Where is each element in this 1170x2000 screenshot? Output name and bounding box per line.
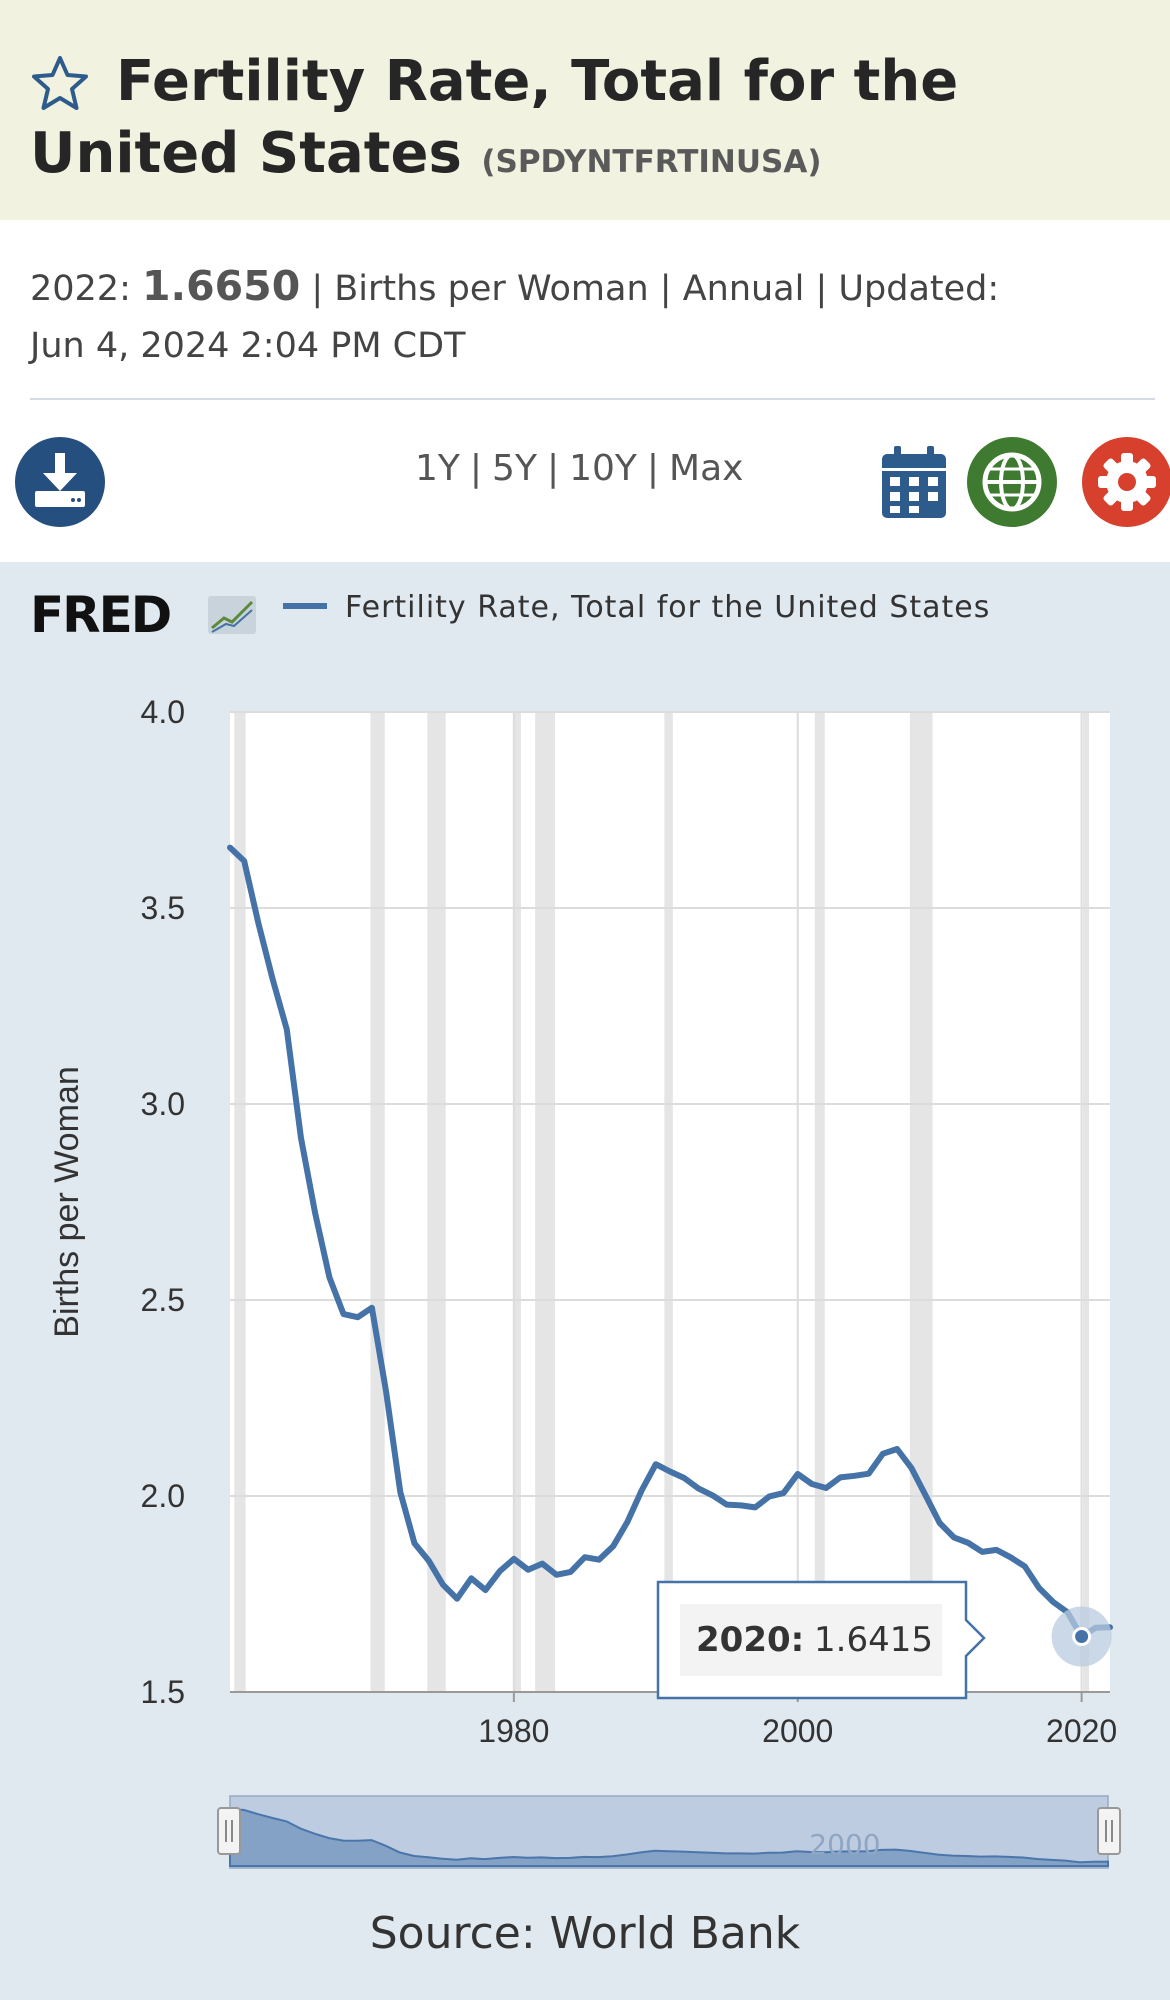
highlight-point[interactable] (1072, 1627, 1092, 1647)
navigator-left-handle[interactable] (217, 1807, 241, 1855)
star-icon[interactable] (30, 54, 90, 114)
recession-band (513, 712, 521, 1692)
recession-band (909, 712, 933, 1692)
range-selector: 1Y | 5Y | 10Y | Max (415, 448, 744, 489)
x-axis: 1980 2000 2020 (230, 1691, 1117, 1749)
divider (30, 398, 1155, 400)
series-meta: 2022: 1.6650 | Births per Woman | Annual… (30, 262, 1000, 366)
x-tick-label: 2000 (762, 1713, 833, 1749)
navigator-series (229, 1808, 1109, 1867)
legend-label: Fertility Rate, Total for the United Sta… (345, 590, 991, 625)
settings-button[interactable] (1082, 437, 1170, 527)
y-tick-label: 2.0 (141, 1478, 185, 1514)
y-axis-label: Births per Woman (48, 1066, 86, 1337)
y-tick-label: 2.5 (141, 1282, 185, 1318)
tooltip-period: 2020: (696, 1620, 804, 1660)
y-tick-label: 3.5 (141, 890, 185, 926)
calendar-icon[interactable] (880, 444, 948, 520)
range-5y[interactable]: 5Y (492, 448, 537, 489)
recession-band (234, 712, 246, 1692)
fred-logo: FRED (30, 588, 256, 640)
range-1y[interactable]: 1Y (415, 448, 460, 489)
y-tick-label: 4.0 (141, 694, 185, 730)
series-line[interactable] (227, 844, 1113, 1640)
recession-band (1083, 712, 1090, 1692)
range-max[interactable]: Max (669, 448, 744, 489)
recession-bands (234, 712, 1090, 1692)
series-title: Fertility Rate, Total for the United Sta… (30, 49, 959, 186)
y-axis: 1.5 2.0 2.5 3.0 3.5 4.0 (141, 694, 185, 1710)
x-tick-label: 2020 (1046, 1713, 1117, 1749)
x-tick-label: 1980 (478, 1713, 549, 1749)
gear-icon (1098, 453, 1156, 511)
recession-band (427, 712, 446, 1692)
range-10y[interactable]: 10Y (569, 448, 637, 489)
page-title: Fertility Rate, Total for the United Sta… (30, 46, 1140, 198)
download-button[interactable] (15, 437, 105, 527)
globe-icon (982, 452, 1042, 512)
navigator-right-handle[interactable] (1097, 1807, 1121, 1855)
updated-label: Updated: (838, 269, 1000, 309)
source-note: Source: World Bank (369, 1908, 801, 1959)
fred-wordmark: FRED (30, 588, 170, 640)
latest-period: 2022: (30, 269, 131, 309)
recession-band (370, 712, 385, 1692)
latest-value: 1.6650 (142, 262, 301, 310)
units: Births per Woman (334, 269, 649, 309)
chart-legend: Fertility Rate, Total for the United Sta… (283, 590, 990, 625)
navigator-label: 2000 (809, 1828, 880, 1861)
recession-band (535, 712, 556, 1692)
legend-swatch (283, 602, 327, 609)
y-tick-label: 3.0 (141, 1086, 185, 1122)
updated-date: Jun 4, 2024 2:04 PM CDT (30, 326, 466, 366)
series-id: (SPDYNTFRTINUSA) (481, 144, 822, 180)
recession-band (814, 712, 825, 1692)
title-bar: Fertility Rate, Total for the United Sta… (0, 0, 1170, 220)
navigator: 2000 (217, 1795, 1121, 1869)
frequency: Annual (682, 269, 805, 309)
tooltip-value: 1.6415 (814, 1620, 933, 1660)
tooltip: 2020: 1.6415 (656, 1580, 986, 1700)
recession-band (664, 712, 673, 1692)
download-icon (35, 453, 85, 507)
globe-button[interactable] (967, 437, 1057, 527)
y-tick-label: 1.5 (141, 1674, 185, 1710)
